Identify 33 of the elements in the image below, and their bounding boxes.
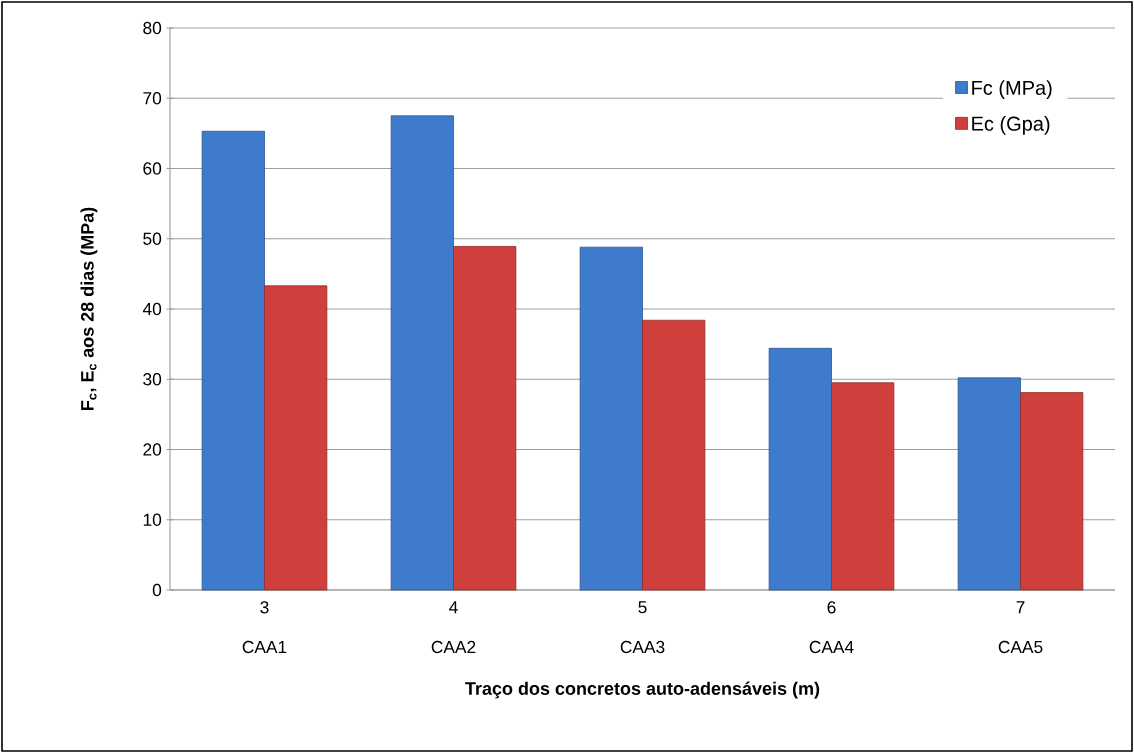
bar	[264, 285, 328, 591]
x-tick-label: 6	[827, 601, 836, 614]
y-tick-label: 10	[143, 513, 162, 526]
legend-label: Fc (MPa)	[972, 80, 1052, 99]
y-tick-label: 70	[143, 92, 162, 105]
bar	[453, 246, 517, 591]
bar	[642, 319, 706, 591]
bar	[957, 377, 1021, 591]
x-tick-label: 4	[449, 601, 458, 614]
y-tick-label: 80	[143, 21, 162, 35]
y-tick-label: 40	[142, 302, 162, 316]
legend-label: Ec (Gpa)	[972, 116, 1050, 135]
text: CAA3	[620, 640, 665, 654]
bar	[1020, 392, 1084, 591]
y-tick-label: 20	[143, 443, 162, 456]
x-tick-label: 7	[1016, 601, 1025, 614]
x-axis-title: Traço dos concretos auto-adensáveis (m)	[465, 681, 820, 699]
bar	[831, 382, 895, 591]
bar	[390, 115, 454, 591]
text: CAA5	[998, 640, 1043, 654]
x-tick-label: 5	[638, 601, 647, 614]
y-tick-label: 30	[143, 373, 162, 386]
bar	[579, 246, 643, 591]
x-tick-label: 3	[260, 601, 269, 614]
y-tick-label: 60	[143, 162, 162, 175]
y-tick-label: 50	[143, 232, 162, 245]
y-axis-title: F$_{c}$, E$_{c}$ aos 28 dias (MPa)	[80, 207, 98, 410]
bar	[768, 347, 832, 591]
y-tick-label: 0	[152, 583, 162, 597]
text: CAA4	[809, 640, 854, 654]
text: CAA2	[431, 640, 476, 654]
bar	[201, 130, 265, 591]
text: CAA1	[242, 640, 287, 654]
